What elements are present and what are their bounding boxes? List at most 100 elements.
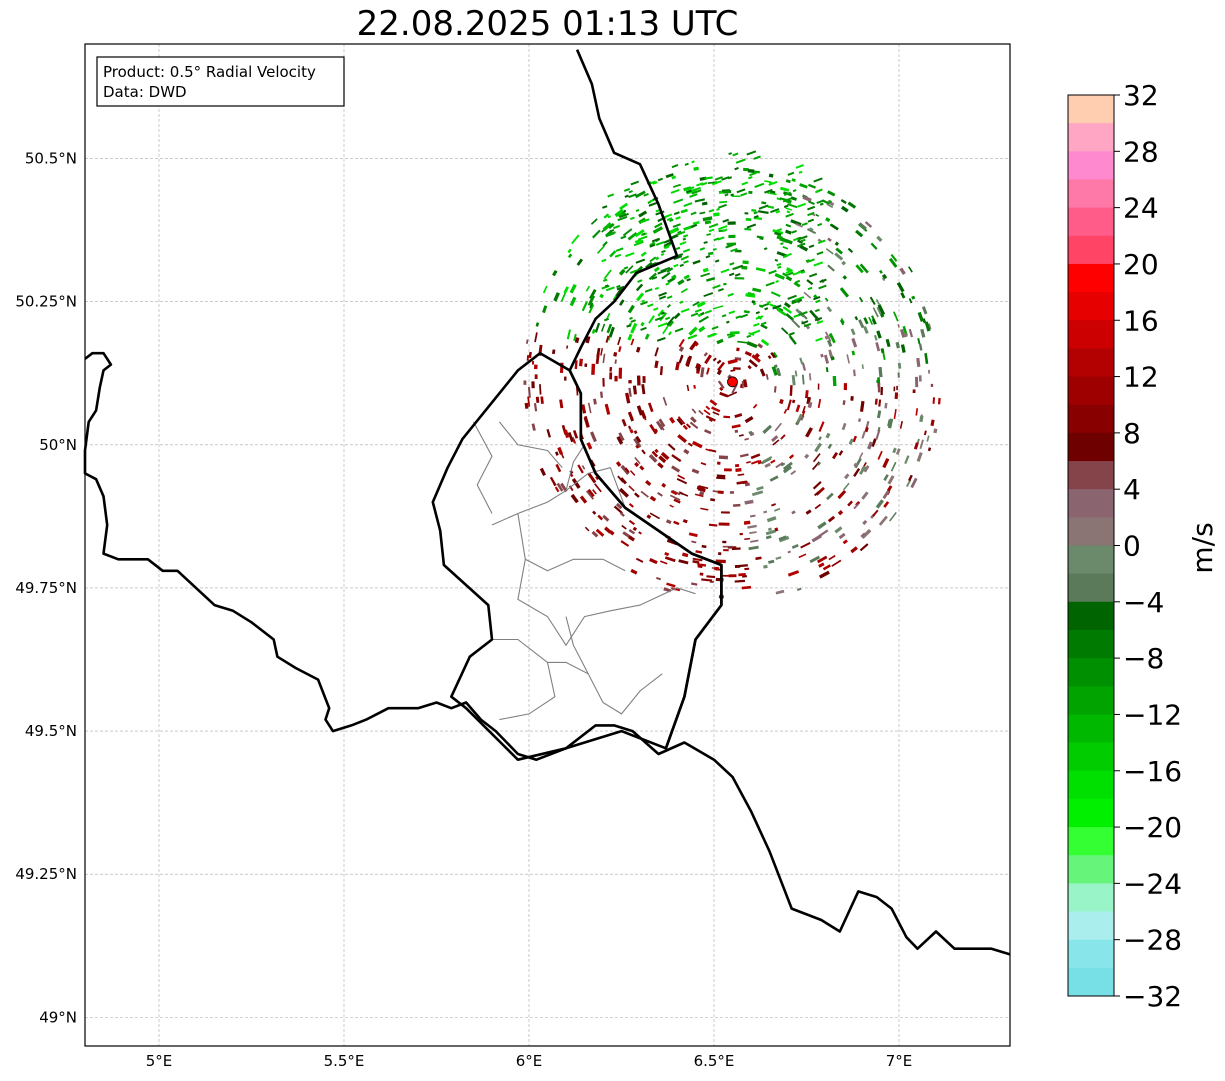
y-tick-label: 49.5°N [25,722,77,740]
echo-cell [822,564,831,571]
echo-cell [783,191,792,196]
echo-cell [666,295,673,300]
echo-cell [795,223,803,228]
echo-cell [722,228,728,232]
echo-cell [717,361,726,371]
echo-cell [618,212,627,217]
echo-cell [605,232,615,238]
echo-cell [857,418,862,423]
echo-cell [703,241,708,244]
echo-cell [621,418,627,427]
echo-cell [798,310,808,320]
echo-cell [574,337,580,344]
echo-cell [576,258,584,266]
echo-cell [795,164,804,169]
echo-cell [832,451,839,460]
echo-cell [760,338,770,347]
echo-cell [660,253,665,256]
echo-cell [592,510,597,515]
echo-cell [830,223,839,231]
colorbar-segment [1068,235,1114,265]
echo-cell [834,526,843,534]
echo-cell [892,447,897,454]
echo-cell [670,490,678,496]
echo-cell [702,267,709,273]
echo-cell [698,485,709,490]
echo-cell [862,519,868,525]
echo-cell [809,309,819,320]
echo-cell [629,470,636,476]
echo-cell [808,272,818,278]
echo-cell [713,237,720,242]
echo-cell [875,499,884,509]
echo-cell [771,351,778,359]
echo-cell [657,462,664,469]
echo-cell [524,402,529,409]
echo-cell [534,332,538,343]
echo-cell [772,229,784,235]
echo-cell [801,374,805,385]
echo-cell [663,239,671,244]
echo-cell [813,295,821,301]
echo-cell [801,362,806,371]
echo-cell [817,521,827,530]
echo-cell [722,218,730,223]
echo-cell [805,509,812,515]
echo-cell [797,202,807,208]
echo-cell [703,409,711,416]
echo-cell [777,265,782,269]
echo-cell [825,217,831,223]
echo-cell [675,216,681,220]
echo-cell [807,211,815,217]
echo-cell [666,217,673,221]
echo-cell [683,202,693,208]
echo-cell [896,282,905,293]
echo-cell [770,208,780,214]
echo-cell [817,383,820,390]
echo-cell [814,308,820,313]
echo-cell [859,263,869,274]
echo-cell [759,368,766,377]
echo-cell [706,367,710,375]
echo-cell [880,348,885,354]
echo-cell [771,503,777,507]
echo-cell [690,416,697,423]
echo-cell [808,183,816,189]
echo-cell [814,491,820,497]
echo-cell [615,247,624,252]
colorbar-segment [1068,658,1114,687]
echo-cell [634,190,646,199]
echo-cell [889,511,897,522]
y-tick-label: 49°N [39,1008,77,1026]
echo-cell [850,546,858,554]
y-tick-label: 50.5°N [25,150,77,168]
echo-cell [600,347,604,356]
echo-cell [649,558,658,565]
echo-cell [564,376,567,381]
colorbar-segment [1068,207,1114,237]
echo-cell [911,295,916,300]
echo-cell [539,467,547,476]
echo-cell [770,291,781,298]
echo-cell [887,419,891,427]
echo-cell [780,434,786,440]
echo-cell [574,360,578,370]
echo-cell [661,482,667,488]
echo-cell [630,319,637,323]
echo-cell [553,292,560,302]
echo-cell [882,488,891,500]
echo-cell [717,490,724,495]
echo-cell [933,428,938,434]
echo-cell [566,329,572,340]
echo-cell [604,403,611,415]
x-tick-label: 5.5°E [324,1052,365,1070]
echo-cell [714,176,723,181]
echo-cell [767,205,775,209]
echo-cell [827,190,836,197]
echo-cell [678,559,689,565]
echo-cell [734,413,743,419]
echo-cell [670,188,680,194]
echo-cell [842,275,848,280]
echo-cell [819,202,824,206]
x-tick-label: 6.5°E [694,1052,735,1070]
